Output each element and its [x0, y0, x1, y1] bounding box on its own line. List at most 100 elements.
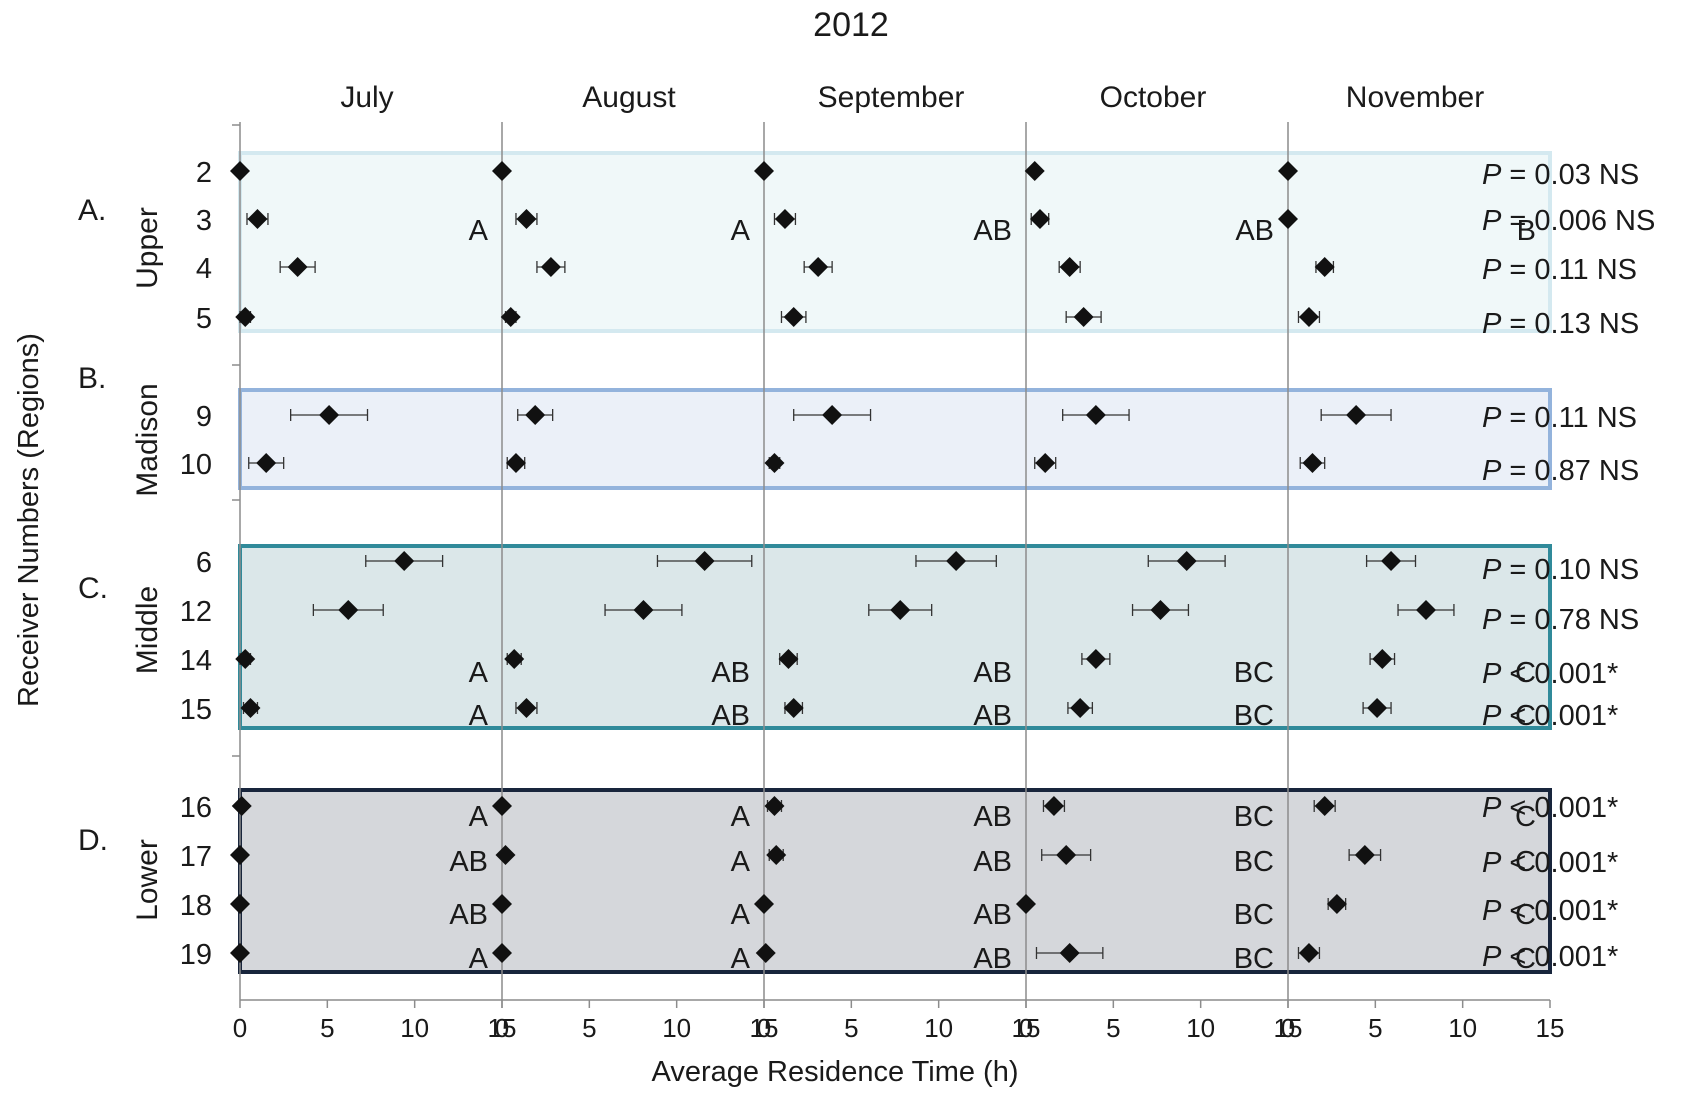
p-value: P < 0.001* — [1482, 941, 1618, 973]
group-letter: A — [469, 657, 489, 689]
data-point — [525, 405, 546, 425]
receiver-label: 15 — [180, 694, 212, 726]
receiver-label: 19 — [180, 939, 212, 971]
month-label: November — [1346, 81, 1484, 114]
region-box-madison — [238, 388, 1552, 490]
p-value: P < 0.001* — [1482, 658, 1618, 690]
data-point — [694, 551, 715, 571]
x-tick-label: 0 — [495, 1013, 509, 1043]
data-point — [754, 894, 774, 914]
group-letter: BC — [1234, 899, 1274, 931]
data-point — [516, 698, 537, 718]
data-point — [338, 600, 359, 620]
group-letter: A — [469, 700, 489, 732]
group-letter: A — [731, 846, 751, 878]
group-letter: AB — [973, 215, 1012, 247]
x-tick-label: 15 — [1274, 1013, 1303, 1043]
data-point — [946, 551, 967, 571]
group-letter: AB — [973, 700, 1012, 732]
group-letter: AB — [973, 801, 1012, 833]
p-value: P = 0.87 NS — [1482, 455, 1639, 487]
x-tick-label: 15 — [750, 1013, 779, 1043]
data-point — [1326, 894, 1347, 914]
data-point — [240, 698, 261, 718]
group-letter: AB — [973, 943, 1012, 975]
region-name: Middle — [131, 586, 164, 674]
x-tick-label: 5 — [582, 1013, 596, 1043]
month-label: August — [582, 81, 676, 114]
group-letter: BC — [1234, 700, 1274, 732]
x-tick-label: 10 — [400, 1013, 429, 1043]
group-letter: BC — [1234, 657, 1274, 689]
x-tick-label: 15 — [488, 1013, 517, 1043]
group-letter: AB — [1235, 215, 1274, 247]
data-point — [504, 649, 525, 669]
x-tick-label: 5 — [1106, 1013, 1120, 1043]
data-point — [319, 405, 340, 425]
x-tick-label: 10 — [1448, 1013, 1477, 1043]
group-letter: AB — [449, 899, 488, 931]
data-point — [1298, 307, 1319, 327]
data-point — [1354, 845, 1375, 865]
x-tick-label: 15 — [1012, 1013, 1041, 1043]
receiver-label: 12 — [180, 596, 212, 628]
data-point — [1085, 405, 1106, 425]
x-tick-label: 15 — [1536, 1013, 1565, 1043]
group-letter: A — [469, 215, 489, 247]
group-letter: AB — [973, 846, 1012, 878]
data-point — [1278, 209, 1298, 229]
group-letter: A — [731, 943, 751, 975]
data-point — [1176, 551, 1197, 571]
receiver-label: 16 — [180, 792, 212, 824]
data-point — [516, 209, 537, 229]
receiver-label: 10 — [180, 449, 212, 481]
month-label: October — [1100, 81, 1207, 114]
region-name: Madison — [131, 383, 164, 496]
region-box-lower — [238, 788, 1552, 974]
data-point — [495, 845, 516, 865]
data-point — [1029, 209, 1050, 229]
data-point — [1073, 307, 1094, 327]
data-point — [1302, 453, 1323, 473]
region-letter: C. — [78, 572, 108, 605]
data-point — [492, 161, 512, 181]
data-point — [1056, 845, 1077, 865]
region-letter: D. — [78, 824, 108, 857]
receiver-label: 9 — [196, 401, 212, 433]
region-name: Lower — [131, 839, 164, 921]
month-label: September — [818, 81, 965, 114]
data-point — [774, 209, 795, 229]
group-letter: C — [1515, 943, 1536, 975]
receiver-label: 18 — [180, 890, 212, 922]
x-tick-label: 0 — [1019, 1013, 1033, 1043]
data-point — [500, 307, 521, 327]
p-value: P = 0.13 NS — [1482, 308, 1639, 340]
data-point — [1059, 257, 1080, 277]
p-value: P < 0.001* — [1482, 847, 1618, 879]
receiver-label: 17 — [180, 841, 212, 873]
region-name: Upper — [131, 207, 164, 289]
group-letter: BC — [1234, 846, 1274, 878]
data-point — [1024, 161, 1045, 181]
data-point — [394, 551, 415, 571]
x-tick-label: 5 — [1368, 1013, 1382, 1043]
data-point — [808, 257, 829, 277]
receiver-label: 2 — [196, 157, 212, 189]
p-value: P < 0.001* — [1482, 792, 1618, 824]
group-letter: AB — [449, 846, 488, 878]
p-value: P = 0.78 NS — [1482, 604, 1639, 636]
data-point — [1150, 600, 1171, 620]
data-point — [764, 796, 785, 816]
region-letter: B. — [78, 362, 106, 395]
data-point — [231, 796, 252, 816]
data-point — [1367, 698, 1388, 718]
x-tick-label: 10 — [1186, 1013, 1215, 1043]
data-point — [1059, 943, 1080, 963]
data-point — [1346, 405, 1367, 425]
data-point — [492, 943, 512, 963]
group-letter: C — [1515, 801, 1536, 833]
region-box-middle — [238, 544, 1552, 730]
group-letter: AB — [711, 700, 750, 732]
data-point — [1278, 161, 1298, 181]
data-point — [764, 453, 785, 473]
